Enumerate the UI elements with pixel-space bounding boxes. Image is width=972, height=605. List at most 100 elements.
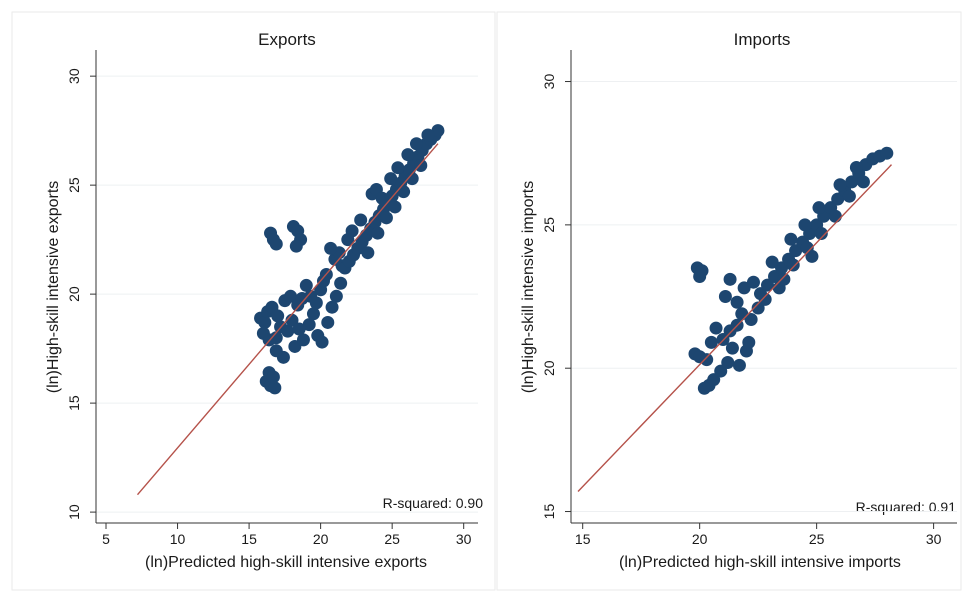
data-point — [751, 301, 765, 315]
x-tick-label: 15 — [575, 531, 591, 547]
r-squared-annotation: R-squared: 0.90 — [383, 495, 484, 511]
y-tick-label: 30 — [541, 74, 557, 90]
data-point — [812, 201, 826, 215]
data-point — [833, 178, 847, 192]
x-tick-label: 30 — [926, 531, 942, 547]
data-point — [421, 128, 435, 142]
data-point — [266, 370, 280, 384]
data-point — [700, 353, 714, 367]
panel-exports: Exports (ln)Predicted high-skill intensi… — [11, 11, 496, 591]
data-point — [405, 172, 419, 186]
data-point — [725, 341, 739, 355]
data-point — [306, 307, 320, 321]
data-point — [361, 246, 375, 260]
data-point — [391, 161, 405, 175]
data-point — [329, 289, 343, 303]
data-point — [292, 322, 306, 336]
data-point — [304, 289, 318, 303]
data-point — [324, 241, 338, 255]
panel-title: Exports — [258, 30, 316, 49]
y-axis-label: (ln)High-skill intensive imports — [520, 181, 537, 394]
panel-marks: 10 15 20 25 30 5 10 15 20 25 30 — [66, 50, 478, 547]
data-point — [409, 137, 423, 151]
x-tick-label: 10 — [170, 531, 186, 547]
data-point — [805, 249, 819, 263]
data-point — [704, 335, 718, 349]
data-point — [707, 373, 721, 387]
data-point — [299, 278, 313, 292]
data-point — [842, 189, 856, 203]
data-point — [695, 264, 709, 278]
y-tick-label: 15 — [66, 395, 82, 411]
r-squared-annotation: R-squared: 0.91 — [856, 499, 957, 515]
data-point — [880, 146, 894, 160]
data-point — [268, 381, 282, 395]
data-point — [296, 333, 310, 347]
data-point — [302, 318, 316, 332]
data-point — [315, 335, 329, 349]
data-point — [375, 191, 389, 205]
data-point — [289, 239, 303, 253]
data-point — [742, 335, 756, 349]
y-tick-label: 15 — [541, 504, 557, 520]
data-point — [761, 278, 775, 292]
data-point — [714, 364, 728, 378]
data-point — [397, 185, 411, 199]
y-tick-label: 30 — [66, 68, 82, 84]
data-point — [828, 209, 842, 223]
data-point — [721, 355, 735, 369]
data-point — [379, 211, 393, 225]
data-point — [371, 226, 385, 240]
x-tick-label: 15 — [241, 531, 257, 547]
fit-line — [577, 164, 893, 492]
x-axis-label: (ln)Predicted high-skill intensive impor… — [619, 554, 901, 571]
y-tick-label: 10 — [66, 504, 82, 520]
data-point — [401, 148, 415, 162]
data-point — [746, 275, 760, 289]
y-tick-label: 20 — [66, 286, 82, 302]
data-point — [789, 244, 803, 258]
data-point — [744, 312, 758, 326]
data-point — [258, 315, 272, 329]
fit-line — [136, 143, 439, 496]
panel-marks: 15 20 25 30 15 20 25 30 — [541, 50, 957, 547]
data-point — [354, 213, 368, 227]
data-point — [334, 276, 348, 290]
data-point — [775, 261, 789, 275]
data-point — [341, 233, 355, 247]
data-point — [831, 192, 845, 206]
data-point — [845, 175, 859, 189]
x-tick-label: 5 — [102, 531, 110, 547]
panel-imports: Imports (ln)Predicted high-skill intensi… — [496, 11, 962, 591]
data-point — [269, 344, 283, 358]
data-point — [284, 289, 298, 303]
data-point — [786, 258, 800, 272]
data-point — [384, 172, 398, 186]
data-point — [730, 295, 744, 309]
data-point — [723, 272, 737, 286]
data-point — [798, 218, 812, 232]
data-point — [849, 161, 863, 175]
x-tick-label: 20 — [692, 531, 708, 547]
data-point — [814, 226, 828, 240]
x-tick-label: 25 — [809, 531, 825, 547]
data-point — [269, 331, 283, 345]
data-point — [431, 124, 445, 138]
plot-area — [96, 50, 478, 523]
x-tick-label: 30 — [456, 531, 472, 547]
y-tick-label: 25 — [541, 217, 557, 233]
data-point — [321, 315, 335, 329]
data-point — [325, 300, 339, 314]
data-point — [718, 290, 732, 304]
data-point — [281, 324, 295, 338]
x-tick-label: 20 — [313, 531, 329, 547]
data-point — [269, 237, 283, 251]
panel-title: Imports — [734, 30, 791, 49]
y-tick-label: 20 — [541, 360, 557, 376]
data-point — [765, 255, 779, 269]
x-axis-label: (ln)Predicted high-skill intensive expor… — [145, 554, 427, 571]
data-point — [784, 232, 798, 246]
data-point — [388, 200, 402, 214]
